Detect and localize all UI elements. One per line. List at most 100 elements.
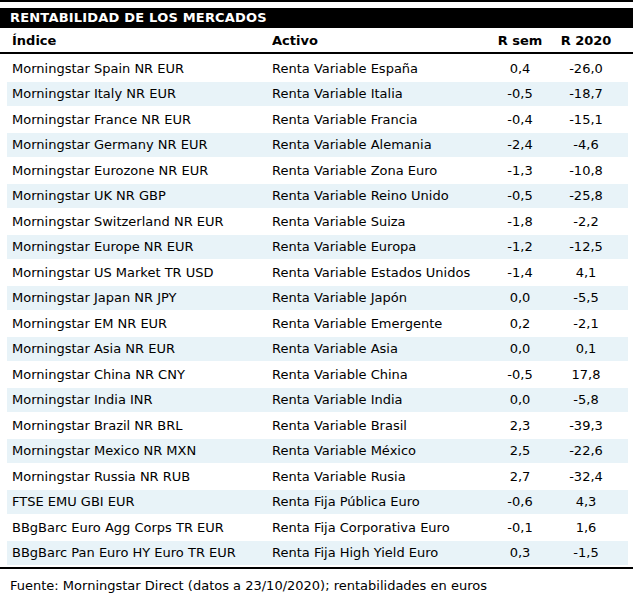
ytd-return-value: -5,5 [550, 290, 622, 305]
ytd-return-value: -1,5 [550, 545, 622, 560]
asset-name: Renta Variable México [272, 443, 490, 458]
asset-name: Renta Fija High Yield Euro [272, 545, 490, 560]
ytd-return-value: 4,3 [550, 494, 622, 509]
table-row: Morningstar US Market TR USD Renta Varia… [7, 259, 628, 285]
weekly-return-value: 0,3 [490, 545, 550, 560]
table-row: Morningstar Italy NR EUR Renta Variable … [7, 81, 628, 107]
index-name: Morningstar France NR EUR [12, 112, 272, 127]
asset-name: Renta Variable Francia [272, 112, 490, 127]
weekly-return-value: -2,4 [490, 137, 550, 152]
asset-name: Renta Fija Pública Euro [272, 494, 490, 509]
weekly-return-value: 2,7 [490, 469, 550, 484]
ytd-return-value: -39,3 [550, 418, 622, 433]
asset-name: Renta Variable Europa [272, 239, 490, 254]
ytd-return-value: -4,6 [550, 137, 622, 152]
table-row: Morningstar Brazil NR BRL Renta Variable… [7, 412, 628, 438]
index-name: Morningstar UK NR GBP [12, 188, 272, 203]
table-title: RENTABILIDAD DE LOS MERCADOS [0, 8, 633, 28]
table-row: Morningstar UK NR GBP Renta Variable Rei… [7, 183, 628, 209]
asset-name: Renta Variable China [272, 367, 490, 382]
table-body: Morningstar Spain NR EUR Renta Variable … [7, 55, 628, 565]
top-rule [0, 0, 633, 2]
source-note: Fuente: Morningstar Direct (datos a 23/1… [0, 569, 633, 593]
ytd-return-value: -25,8 [550, 188, 622, 203]
index-name: Morningstar Italy NR EUR [12, 86, 272, 101]
weekly-return-value: -0,5 [490, 188, 550, 203]
weekly-return-value: -1,8 [490, 214, 550, 229]
weekly-return-value: 2,5 [490, 443, 550, 458]
ytd-return-value: -15,1 [550, 112, 622, 127]
asset-name: Renta Fija Corporativa Euro [272, 520, 490, 535]
index-name: Morningstar Mexico NR MXN [12, 443, 272, 458]
index-name: FTSE EMU GBI EUR [12, 494, 272, 509]
table-row: Morningstar Russia NR RUB Renta Variable… [7, 463, 628, 489]
weekly-return-value: 0,2 [490, 316, 550, 331]
table-header-row: Índice Activo R sem R 2020 [0, 28, 633, 54]
index-name: BBgBarc Pan Euro HY Euro TR EUR [12, 545, 272, 560]
weekly-return-value: 2,3 [490, 418, 550, 433]
asset-name: Renta Variable Reino Unido [272, 188, 490, 203]
asset-name: Renta Variable Suiza [272, 214, 490, 229]
index-name: Morningstar Japan NR JPY [12, 290, 272, 305]
weekly-return-value: -0,5 [490, 86, 550, 101]
asset-name: Renta Variable Emergente [272, 316, 490, 331]
table-row: Morningstar Europe NR EUR Renta Variable… [7, 234, 628, 260]
asset-name: Renta Variable Estados Unidos [272, 265, 490, 280]
table-row: Morningstar Mexico NR MXN Renta Variable… [7, 438, 628, 464]
table-row: Morningstar France NR EUR Renta Variable… [7, 106, 628, 132]
ytd-return-value: 1,6 [550, 520, 622, 535]
asset-name: Renta Variable Zona Euro [272, 163, 490, 178]
ytd-return-value: -32,4 [550, 469, 622, 484]
weekly-return-value: -0,1 [490, 520, 550, 535]
table-row: FTSE EMU GBI EUR Renta Fija Pública Euro… [7, 489, 628, 515]
ytd-return-value: -18,7 [550, 86, 622, 101]
table-row: BBgBarc Pan Euro HY Euro TR EUR Renta Fi… [7, 540, 628, 566]
asset-name: Renta Variable Asia [272, 341, 490, 356]
weekly-return-value: -1,4 [490, 265, 550, 280]
weekly-return-value: 0,0 [490, 392, 550, 407]
weekly-return-value: 0,4 [490, 61, 550, 76]
table-row: Morningstar India INR Renta Variable Ind… [7, 387, 628, 413]
table-row: Morningstar Asia NR EUR Renta Variable A… [7, 336, 628, 362]
index-name: Morningstar US Market TR USD [12, 265, 272, 280]
weekly-return-value: -0,6 [490, 494, 550, 509]
table-row: Morningstar Eurozone NR EUR Renta Variab… [7, 157, 628, 183]
index-name: Morningstar Spain NR EUR [12, 61, 272, 76]
ytd-return-value: 4,1 [550, 265, 622, 280]
column-header-rsem: R sem [490, 33, 550, 48]
asset-name: Renta Variable Brasil [272, 418, 490, 433]
ytd-return-value: -12,5 [550, 239, 622, 254]
table-row: Morningstar Japan NR JPY Renta Variable … [7, 285, 628, 311]
index-name: BBgBarc Euro Agg Corps TR EUR [12, 520, 272, 535]
table-row: Morningstar EM NR EUR Renta Variable Eme… [7, 310, 628, 336]
index-name: Morningstar Brazil NR BRL [12, 418, 272, 433]
column-header-indice: Índice [12, 33, 272, 48]
ytd-return-value: 17,8 [550, 367, 622, 382]
index-name: Morningstar Eurozone NR EUR [12, 163, 272, 178]
index-name: Morningstar Germany NR EUR [12, 137, 272, 152]
weekly-return-value: -1,2 [490, 239, 550, 254]
table-row: Morningstar Germany NR EUR Renta Variabl… [7, 132, 628, 158]
ytd-return-value: -22,6 [550, 443, 622, 458]
index-name: Morningstar EM NR EUR [12, 316, 272, 331]
asset-name: Renta Variable Japón [272, 290, 490, 305]
ytd-return-value: -26,0 [550, 61, 622, 76]
market-returns-report: RENTABILIDAD DE LOS MERCADOS Índice Acti… [0, 0, 633, 593]
index-name: Morningstar Europe NR EUR [12, 239, 272, 254]
ytd-return-value: -10,8 [550, 163, 622, 178]
ytd-return-value: -5,8 [550, 392, 622, 407]
asset-name: Renta Variable Rusia [272, 469, 490, 484]
asset-name: Renta Variable Alemania [272, 137, 490, 152]
ytd-return-value: 0,1 [550, 341, 622, 356]
index-name: Morningstar India INR [12, 392, 272, 407]
weekly-return-value: -0,4 [490, 112, 550, 127]
asset-name: Renta Variable España [272, 61, 490, 76]
weekly-return-value: -1,3 [490, 163, 550, 178]
weekly-return-value: 0,0 [490, 341, 550, 356]
weekly-return-value: -0,5 [490, 367, 550, 382]
index-name: Morningstar China NR CNY [12, 367, 272, 382]
table-row: Morningstar Switzerland NR EUR Renta Var… [7, 208, 628, 234]
column-header-activo: Activo [272, 33, 490, 48]
table-row: BBgBarc Euro Agg Corps TR EUR Renta Fija… [7, 514, 628, 540]
asset-name: Renta Variable Italia [272, 86, 490, 101]
